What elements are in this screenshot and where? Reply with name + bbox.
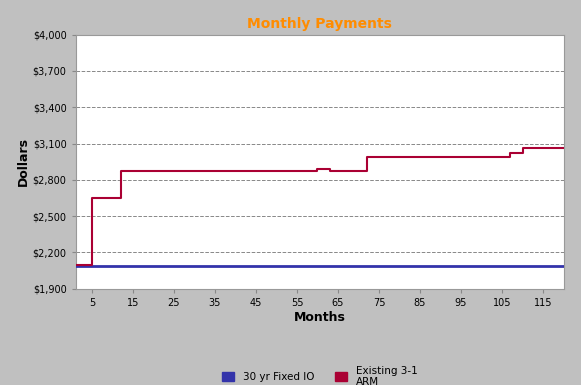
Title: Monthly Payments: Monthly Payments <box>247 17 392 31</box>
X-axis label: Months: Months <box>293 311 346 323</box>
Legend: 30 yr Fixed IO, Existing 3-1
ARM: 30 yr Fixed IO, Existing 3-1 ARM <box>218 362 421 385</box>
Y-axis label: Dollars: Dollars <box>17 137 30 186</box>
